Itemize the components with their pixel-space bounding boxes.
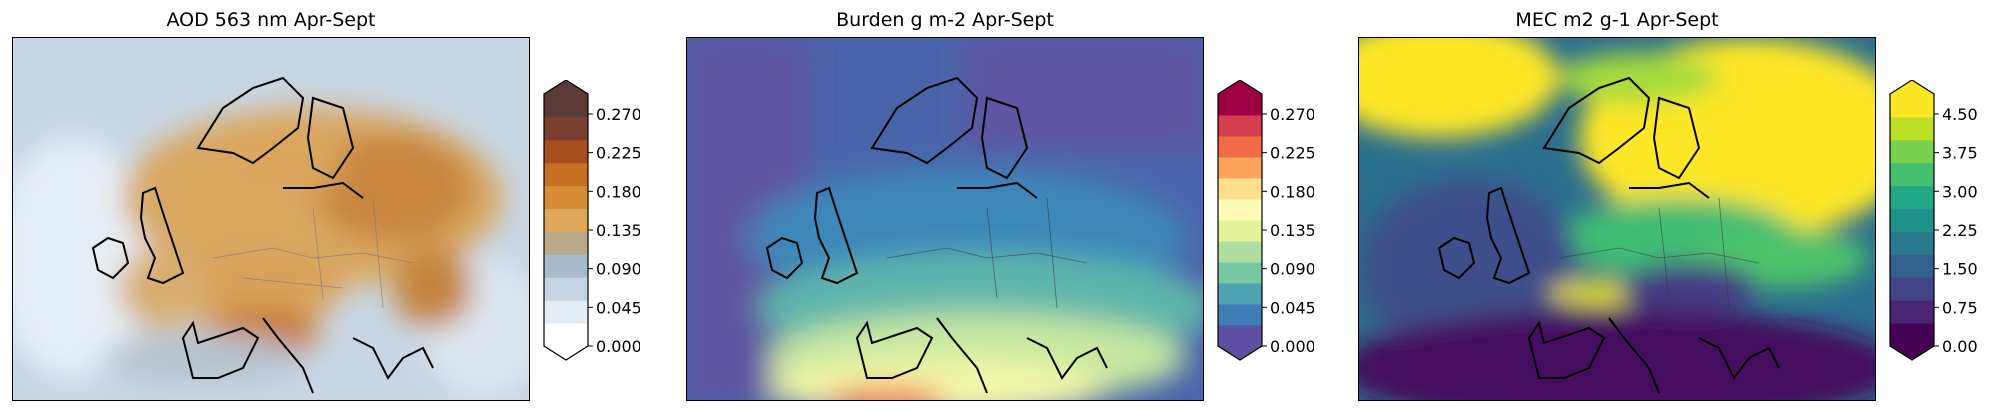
- colorbar-tick-label: 0.270: [596, 105, 640, 124]
- aod-map: [12, 37, 530, 401]
- colorbar-segment: [1218, 136, 1262, 158]
- panel-title: AOD 563 nm Apr-Sept: [166, 9, 376, 31]
- colorbar-segment: [1218, 241, 1262, 263]
- colorbar-tick-label: 0.180: [596, 182, 640, 201]
- colorbar-segment: [1218, 283, 1262, 305]
- colorbar-tick-label: 0.00: [1942, 337, 1978, 356]
- colorbar-tick-label: 3.75: [1942, 144, 1978, 163]
- colorbar-segment: [1218, 157, 1262, 179]
- coastlines: [765, 76, 1108, 394]
- colorbar-segment: [544, 254, 588, 278]
- borders: [1558, 197, 1760, 309]
- colorbar-segment: [544, 116, 588, 141]
- colorbar-extend-max: [1890, 80, 1934, 94]
- colorbar-tick-label: 0.225: [596, 144, 640, 163]
- colorbar-segment: [544, 300, 588, 324]
- colorbar-tick-label: 3.00: [1942, 182, 1978, 201]
- colorbar-segment: [544, 208, 588, 232]
- colorbar-tick-label: 0.045: [1270, 298, 1314, 317]
- panel-title: Burden g m-2 Apr-Sept: [836, 9, 1054, 31]
- colorbar-segment: [1218, 115, 1262, 137]
- mec-colorbar: 0.00 0.75 1.50 2.25 3.00 3.75 4.50: [1889, 80, 1978, 361]
- colorbar-extend-min: [544, 346, 588, 360]
- burden-map: [686, 37, 1204, 401]
- colorbar-segment: [1890, 277, 1934, 301]
- colorbar-segment: [1218, 325, 1262, 347]
- colorbar-segment: [1890, 300, 1934, 324]
- borders: [886, 197, 1088, 309]
- colorbar-extend-max: [1218, 80, 1262, 94]
- colorbar-segment: [1890, 139, 1934, 164]
- colorbar-tick-label: 0.000: [596, 337, 640, 356]
- colorbar-tick-label: 0.090: [1270, 260, 1314, 279]
- colorbar-extend-min: [1218, 346, 1262, 360]
- colorbar-tick-label: 0.000: [1270, 337, 1314, 356]
- burden-colorbar: 0.000 0.045 0.090 0.135 0.180 0.225 0.270: [1217, 80, 1314, 361]
- colorbar-tick-label: 0.135: [1270, 221, 1314, 240]
- colorbar-segment: [1890, 323, 1934, 347]
- colorbar-segment: [544, 162, 588, 187]
- colorbar-segment: [1218, 262, 1262, 284]
- coastlines: [91, 76, 434, 394]
- colorbar-tick-label: 0.75: [1942, 298, 1978, 317]
- colorbar-tick-label: 0.225: [1270, 144, 1314, 163]
- colorbar-segment: [1890, 185, 1934, 210]
- colorbar-segment: [1218, 94, 1262, 116]
- colorbar-segment: [1218, 178, 1262, 200]
- aod-colorbar: 0.000 0.045 0.090 0.135 0.180 0.225 0.270: [543, 80, 640, 361]
- colorbar-segment: [544, 94, 588, 118]
- colorbar-tick-label: 0.180: [1270, 182, 1314, 201]
- coastlines: [1437, 76, 1780, 394]
- colorbar-tick-label: 2.25: [1942, 221, 1978, 240]
- colorbar-segment: [544, 277, 588, 301]
- colorbar-segment: [1890, 116, 1934, 141]
- colorbar-segment: [1890, 231, 1934, 255]
- colorbar-tick-label: 1.50: [1942, 260, 1978, 279]
- colorbar-segment: [544, 185, 588, 210]
- colorbar-segment: [544, 139, 588, 164]
- colorbar-segment: [544, 231, 588, 255]
- colorbar-tick-label: 0.135: [596, 221, 640, 240]
- colorbar-tick-label: 0.045: [596, 298, 640, 317]
- colorbar-tick-label: 0.270: [1270, 105, 1314, 124]
- colorbar-segment: [1890, 162, 1934, 187]
- colorbar-segment: [1218, 199, 1262, 221]
- colorbar-segment: [1890, 94, 1934, 118]
- colorbar-segment: [1218, 304, 1262, 326]
- colorbar-extend-max: [544, 80, 588, 94]
- colorbar-segment: [1890, 254, 1934, 278]
- colorbar-segment: [1890, 208, 1934, 232]
- colorbar-tick-label: 0.090: [596, 260, 640, 279]
- colorbar-segment: [1218, 220, 1262, 242]
- colorbar-segment: [544, 323, 588, 347]
- mec-map: [1358, 37, 1876, 401]
- colorbar-extend-min: [1890, 346, 1934, 360]
- borders: [212, 197, 414, 309]
- panel-title: MEC m2 g-1 Apr-Sept: [1515, 9, 1719, 31]
- colorbar-tick-label: 4.50: [1942, 105, 1978, 124]
